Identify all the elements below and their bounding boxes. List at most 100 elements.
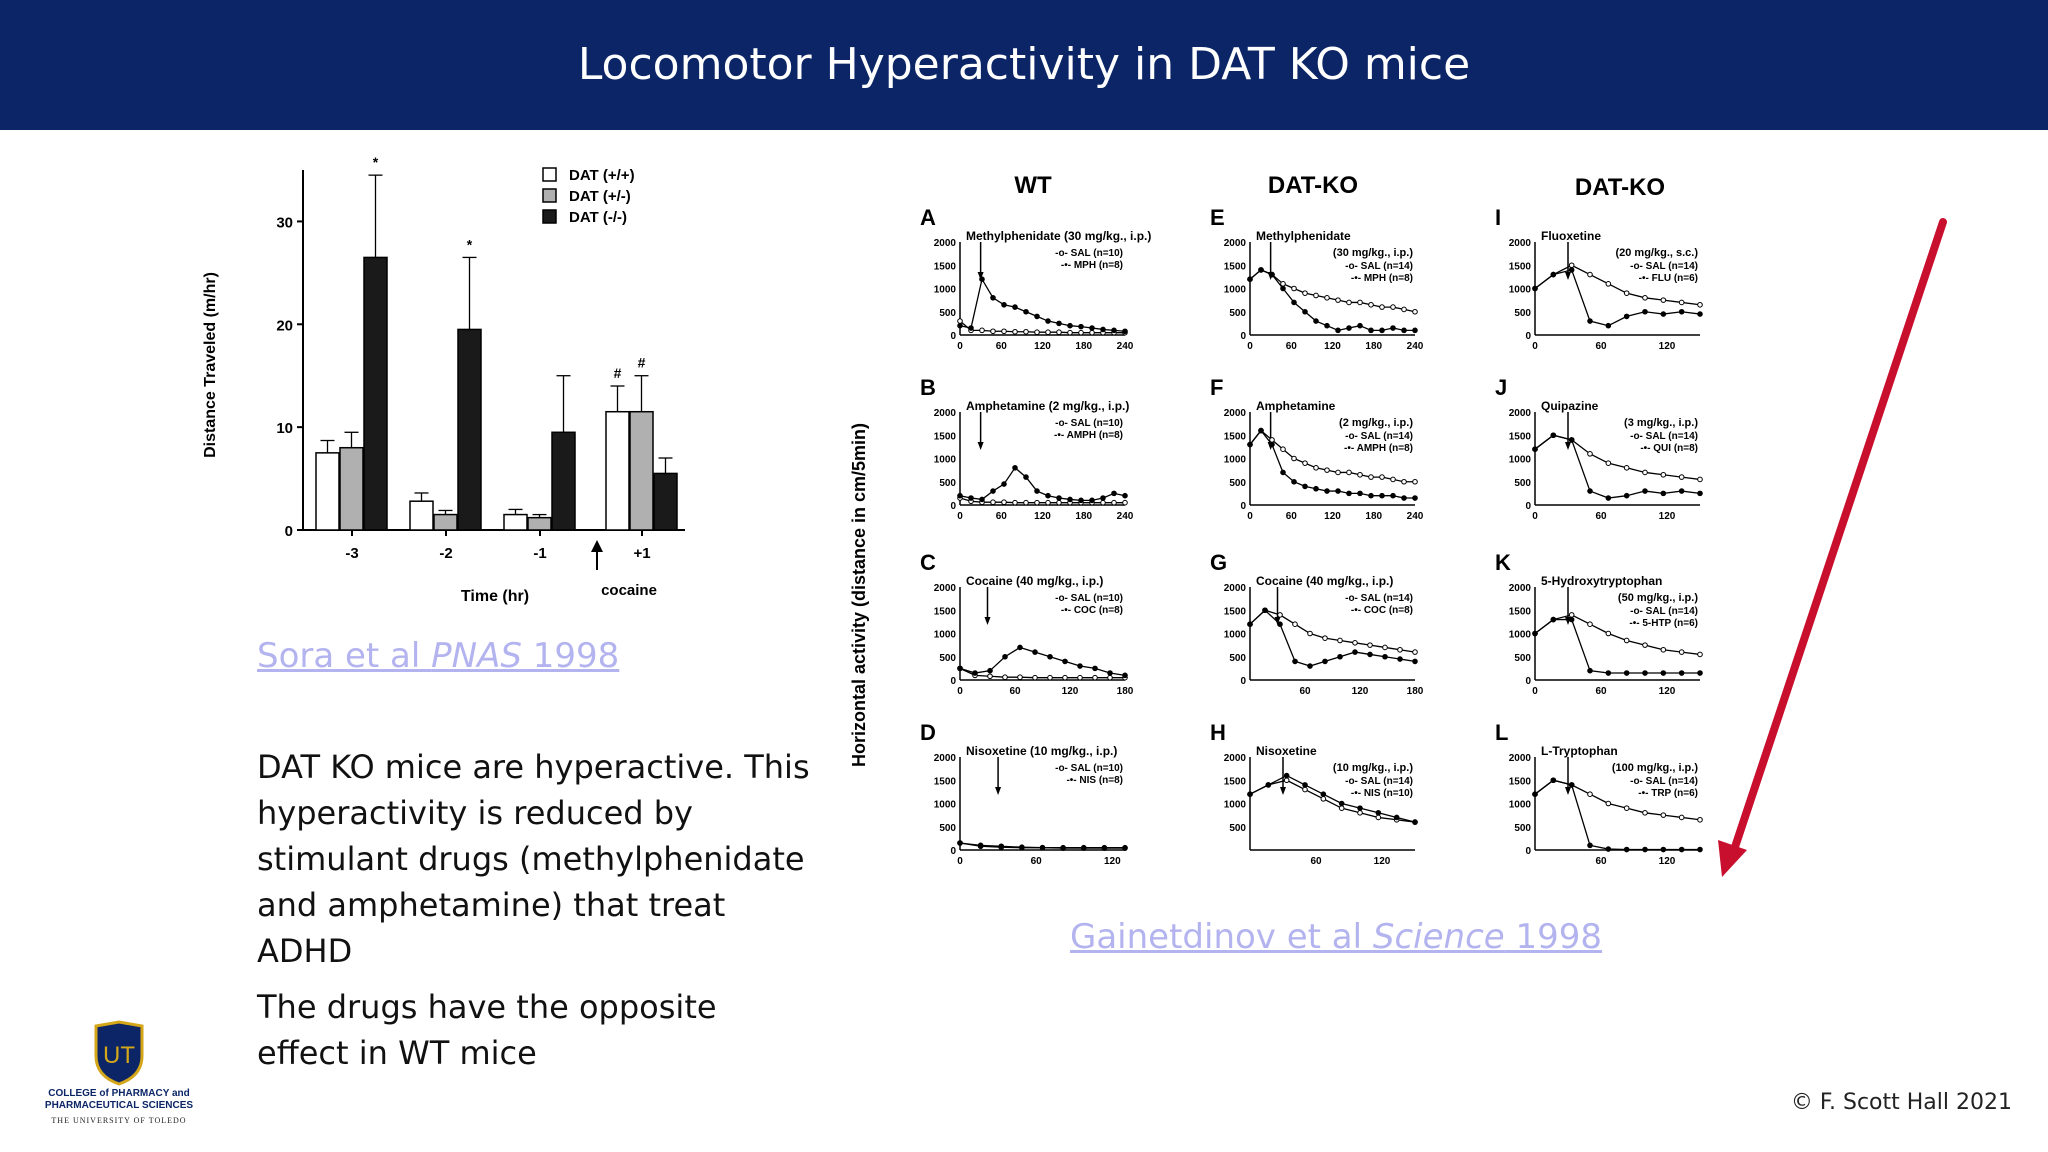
injection-arrow-head	[984, 617, 991, 625]
drug-series-point	[1320, 791, 1327, 798]
drug-series-line	[1249, 429, 1415, 499]
sal-series-point	[1587, 621, 1593, 628]
panel-drug-legend: -•- MPH (n=8)	[1351, 273, 1413, 284]
drug-series-point	[957, 840, 963, 846]
panel-drug-label: Methylphenidate (30 mg/kg., i.p.)	[966, 229, 1151, 243]
panel-y-tick-label: 0	[950, 846, 956, 857]
panel-i: I 0 500 1000 1500 2000 0 60 120 Fluoxetine (20 mg/…	[1495, 205, 1703, 352]
panel-j: J 0 500 1000 1500 2000 0 60 120 Quipazine (3 mg/kg…	[1495, 375, 1703, 522]
drug-series-line	[1534, 779, 1700, 851]
panel-drug-legend: -•- NIS (n=8)	[1066, 775, 1123, 786]
panel-drug-legend: -•- NIS (n=10)	[1351, 788, 1413, 799]
panel-y-tick-label: 500	[1514, 478, 1531, 489]
drug-series-point	[1265, 782, 1272, 788]
panel-x-tick-label: 120	[1324, 511, 1341, 522]
panel-y-tick-label: 2000	[1224, 583, 1247, 594]
drug-series-point	[1302, 483, 1308, 490]
sal-series-point	[1401, 306, 1407, 313]
panel-y-tick-label: 1500	[934, 431, 957, 442]
panel-drug-label: Nisoxetine	[1256, 744, 1317, 758]
legend-swatch	[542, 188, 557, 203]
panel-y-tick-label: 500	[939, 823, 956, 834]
panel-sal-legend: -o- SAL (n=10)	[1055, 418, 1123, 429]
injection-arrow-head	[1565, 272, 1571, 280]
line-panels-figure: WT DAT-KO DAT-KO Horizontal activity (di…	[849, 172, 1703, 867]
drug-series-point	[1292, 658, 1298, 665]
panel-letter: B	[920, 375, 936, 400]
drug-series-line	[1534, 269, 1701, 327]
sal-series-point	[1587, 791, 1593, 798]
panel-y-tick-label: 1000	[1224, 630, 1247, 641]
drug-series-point	[1412, 658, 1418, 665]
panel-y-tick-label: 1000	[1224, 285, 1247, 296]
sal-series-point	[1401, 478, 1407, 485]
sal-series-point	[1047, 674, 1053, 681]
sal-series-point	[1412, 308, 1418, 315]
drug-series-point	[1532, 446, 1538, 453]
bar-dat+-	[433, 513, 458, 531]
sal-series-point	[990, 328, 996, 335]
panel-y-tick-label: 500	[1514, 823, 1531, 834]
sal-series-point	[1605, 630, 1612, 637]
panel-dose-label: (50 mg/kg., i.p.)	[1618, 592, 1698, 604]
panel-drug-legend: -•- COC (n=8)	[1061, 605, 1123, 616]
sal-series-point	[1660, 471, 1667, 478]
drug-series-point	[1277, 621, 1283, 628]
sal-series-point	[1678, 299, 1685, 306]
sal-series-point	[1056, 329, 1062, 336]
panel-y-tick-label: 0	[1240, 676, 1246, 687]
panel-drug-legend: -•- FLU (n=6)	[1639, 273, 1698, 284]
significance-marker: *	[373, 154, 379, 170]
sora-ref-journal: PNAS	[431, 636, 522, 676]
panel-sal-legend: -o- SAL (n=14)	[1630, 431, 1698, 442]
drug-series-point	[1412, 819, 1418, 825]
sal-series-point	[1642, 642, 1648, 648]
slide-title: Locomotor Hyperactivity in DAT KO mice	[577, 39, 1471, 90]
drug-series-point	[1313, 318, 1319, 324]
sal-series-point	[1002, 674, 1008, 681]
bar-x-tick-label: -1	[533, 545, 546, 562]
drug-series-point	[1100, 495, 1106, 501]
significance-marker: #	[638, 355, 646, 371]
sal-series-point	[1623, 805, 1630, 811]
panel-y-tick-label: 0	[1525, 846, 1531, 857]
sal-series-point	[979, 327, 985, 334]
panel-x-tick-label: 60	[1595, 341, 1607, 352]
panel-y-tick-label: 1500	[934, 776, 957, 787]
sora-reference-link[interactable]: Sora et al PNAS 1998	[257, 636, 619, 676]
drug-series-point	[1605, 846, 1612, 852]
sal-series-point	[1337, 637, 1343, 644]
sal-series-point	[1322, 635, 1328, 641]
panel-dose-label: (30 mg/kg., i.p.)	[1333, 247, 1413, 259]
bar-dat+-	[339, 446, 364, 531]
sal-series-point	[1034, 499, 1040, 506]
column-header-wt: WT	[1014, 172, 1052, 199]
panel-sal-legend: -o- SAL (n=10)	[1055, 248, 1123, 259]
drug-series-point	[1532, 630, 1538, 637]
panel-dose-label: (10 mg/kg., i.p.)	[1333, 762, 1413, 774]
panel-y-tick-label: 0	[1240, 331, 1246, 342]
drug-series-point	[1258, 267, 1264, 273]
drug-series-point	[1357, 322, 1363, 329]
panel-x-tick-label: 0	[957, 341, 963, 352]
panel-drug-label: Methylphenidate	[1256, 229, 1351, 243]
sal-series-point	[1335, 469, 1341, 476]
drug-series-point	[1047, 653, 1053, 660]
panel-x-tick-label: 0	[1532, 341, 1538, 352]
drug-series-point	[1012, 465, 1018, 471]
sal-series-point	[1346, 469, 1352, 476]
panel-x-tick-label: 120	[1034, 341, 1051, 352]
drug-series-point	[1379, 327, 1385, 334]
drug-series-point	[1550, 777, 1557, 784]
gain-ref-authors: Gainetdinov et al	[1070, 917, 1373, 957]
panel-x-tick-label: 120	[1659, 856, 1676, 867]
panel-a: A 0 500 1000 1500 2000 0 60 120 180 240 Methylpheni…	[920, 205, 1151, 352]
drug-series-point	[1367, 651, 1373, 658]
gainetdinov-reference-link[interactable]: Gainetdinov et al Science 1998	[1070, 917, 1602, 957]
panel-drug-legend: -•- COC (n=8)	[1351, 605, 1413, 616]
panel-l: L 0 500 1000 1500 2000 60 120 L-Tryptophan (100 m…	[1495, 720, 1703, 867]
drug-series-point	[1568, 616, 1575, 623]
panel-x-tick-label: 180	[1075, 511, 1092, 522]
drug-series-point	[1338, 800, 1345, 807]
panel-y-tick-label: 2000	[1509, 238, 1532, 249]
